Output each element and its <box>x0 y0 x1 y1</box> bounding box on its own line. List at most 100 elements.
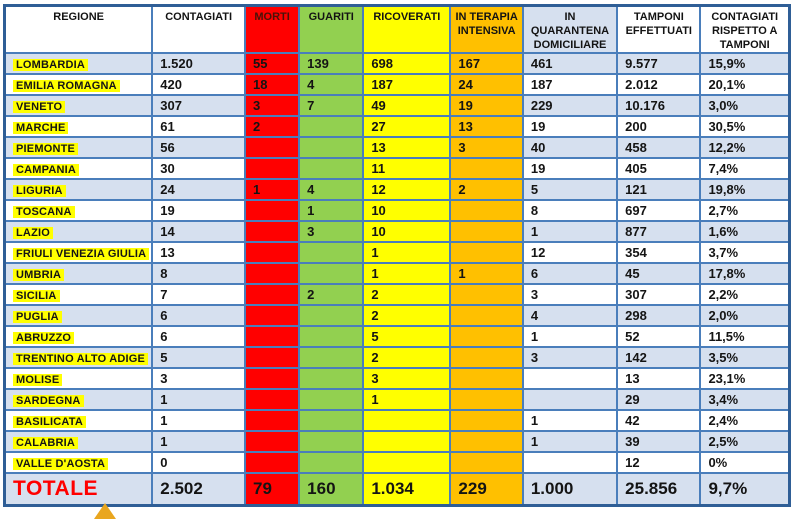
cell-quarantena: 461 <box>521 52 619 76</box>
table-row: TOSCANA 19 1 10 8 697 2,7% <box>3 199 791 223</box>
cell-contagiati: 61 <box>151 115 246 139</box>
cell-contagiati: 8 <box>151 262 246 286</box>
cell-quarantena: 6 <box>521 262 619 286</box>
cell-terapia: 2 <box>449 178 524 202</box>
cell-ricoverati: 2 <box>362 283 452 307</box>
cell-ricoverati: 698 <box>362 52 452 76</box>
cell-guariti <box>298 136 365 160</box>
cell-tamponi: 877 <box>616 220 702 244</box>
cell-quarantena <box>521 451 619 475</box>
table-row: FRIULI VENEZIA GIULIA 13 1 12 354 3,7% <box>3 241 791 265</box>
cell-region: VENETO <box>3 94 154 118</box>
cell-ricoverati: 27 <box>362 115 452 139</box>
cell-region: LOMBARDIA <box>3 52 154 76</box>
cell-terapia <box>449 451 524 475</box>
cell-region: PUGLIA <box>3 304 154 328</box>
total-cell-terapia: 229 <box>449 472 524 507</box>
cell-guariti <box>298 325 365 349</box>
region-label: MOLISE <box>13 374 63 387</box>
cell-region: LIGURIA <box>3 178 154 202</box>
cell-quarantena: 3 <box>521 283 619 307</box>
cell-contagiati: 7 <box>151 283 246 307</box>
cell-percent: 7,4% <box>699 157 791 181</box>
cell-morti <box>243 241 301 265</box>
region-label: SARDEGNA <box>13 395 84 408</box>
cell-quarantena: 12 <box>521 241 619 265</box>
cell-morti <box>243 262 301 286</box>
table-row: LIGURIA 24 1 4 12 2 5 121 19,8% <box>3 178 791 202</box>
cell-quarantena: 40 <box>521 136 619 160</box>
table-row: ABRUZZO 6 5 1 52 11,5% <box>3 325 791 349</box>
cell-contagiati: 1.520 <box>151 52 246 76</box>
table-row: EMILIA ROMAGNA 420 18 4 187 24 187 2.012 20,1% <box>3 73 791 97</box>
header-tamponi: TAMPONI EFFETTUATI <box>616 4 702 55</box>
cell-region: CALABRIA <box>3 430 154 454</box>
cell-morti: 55 <box>243 52 301 76</box>
total-cell-tamponi: 25.856 <box>616 472 702 507</box>
cell-contagiati: 1 <box>151 388 246 412</box>
cell-percent: 1,6% <box>699 220 791 244</box>
region-label: CALABRIA <box>13 437 79 450</box>
cell-region: UMBRIA <box>3 262 154 286</box>
cell-tamponi: 39 <box>616 430 702 454</box>
cell-percent: 23,1% <box>699 367 791 391</box>
cell-tamponi: 2.012 <box>616 73 702 97</box>
cell-morti <box>243 409 301 433</box>
header-region: REGIONE <box>3 4 154 55</box>
cell-guariti <box>298 409 365 433</box>
cell-guariti <box>298 451 365 475</box>
cell-guariti: 139 <box>298 52 365 76</box>
cell-morti <box>243 220 301 244</box>
total-cell-percent: 9,7% <box>699 472 791 507</box>
region-label: MARCHE <box>13 122 69 135</box>
table-row: TRENTINO ALTO ADIGE 5 2 3 142 3,5% <box>3 346 791 370</box>
cell-quarantena: 1 <box>521 409 619 433</box>
cell-morti <box>243 430 301 454</box>
table-row: MOLISE 3 3 13 23,1% <box>3 367 791 391</box>
cell-ricoverati <box>362 451 452 475</box>
header-morti: MORTI <box>243 4 301 55</box>
cell-percent: 15,9% <box>699 52 791 76</box>
cell-guariti <box>298 367 365 391</box>
region-label: UMBRIA <box>13 269 65 282</box>
cell-percent: 3,7% <box>699 241 791 265</box>
region-label: PUGLIA <box>13 311 62 324</box>
cell-percent: 3,4% <box>699 388 791 412</box>
header-quarantena: IN QUARANTENA DOMICILIARE <box>521 4 619 55</box>
cell-region: ABRUZZO <box>3 325 154 349</box>
cell-terapia <box>449 241 524 265</box>
region-label: LOMBARDIA <box>13 59 89 72</box>
cell-tamponi: 307 <box>616 283 702 307</box>
cell-percent: 19,8% <box>699 178 791 202</box>
header-terapia: IN TERAPIA INTENSIVA <box>449 4 524 55</box>
cell-tamponi: 354 <box>616 241 702 265</box>
region-label: LAZIO <box>13 227 53 240</box>
header-percent: CONTAGIATI RISPETTO A TAMPONI <box>699 4 791 55</box>
cell-guariti: 7 <box>298 94 365 118</box>
total-cell-quarantena: 1.000 <box>521 472 619 507</box>
cell-ricoverati <box>362 409 452 433</box>
cell-region: FRIULI VENEZIA GIULIA <box>3 241 154 265</box>
cell-region: LAZIO <box>3 220 154 244</box>
cell-guariti: 1 <box>298 199 365 223</box>
cell-terapia: 19 <box>449 94 524 118</box>
cell-quarantena: 3 <box>521 346 619 370</box>
region-label: TOSCANA <box>13 206 75 219</box>
region-label: CAMPANIA <box>13 164 80 177</box>
cell-tamponi: 458 <box>616 136 702 160</box>
region-label: BASILICATA <box>13 416 86 429</box>
cell-quarantena: 187 <box>521 73 619 97</box>
cell-contagiati: 24 <box>151 178 246 202</box>
cell-quarantena <box>521 388 619 412</box>
table-row: CAMPANIA 30 11 19 405 7,4% <box>3 157 791 181</box>
cell-guariti: 2 <box>298 283 365 307</box>
region-label: VALLE D'AOSTA <box>13 458 109 471</box>
table-row: VALLE D'AOSTA 0 12 0% <box>3 451 791 475</box>
covid-region-table: REGIONE CONTAGIATI MORTI GUARITI RICOVERATI I… <box>3 4 791 507</box>
total-cell-ricoverati: 1.034 <box>362 472 452 507</box>
cell-guariti: 3 <box>298 220 365 244</box>
cell-ricoverati: 13 <box>362 136 452 160</box>
cell-tamponi: 29 <box>616 388 702 412</box>
cell-percent: 11,5% <box>699 325 791 349</box>
cell-guariti: 4 <box>298 73 365 97</box>
